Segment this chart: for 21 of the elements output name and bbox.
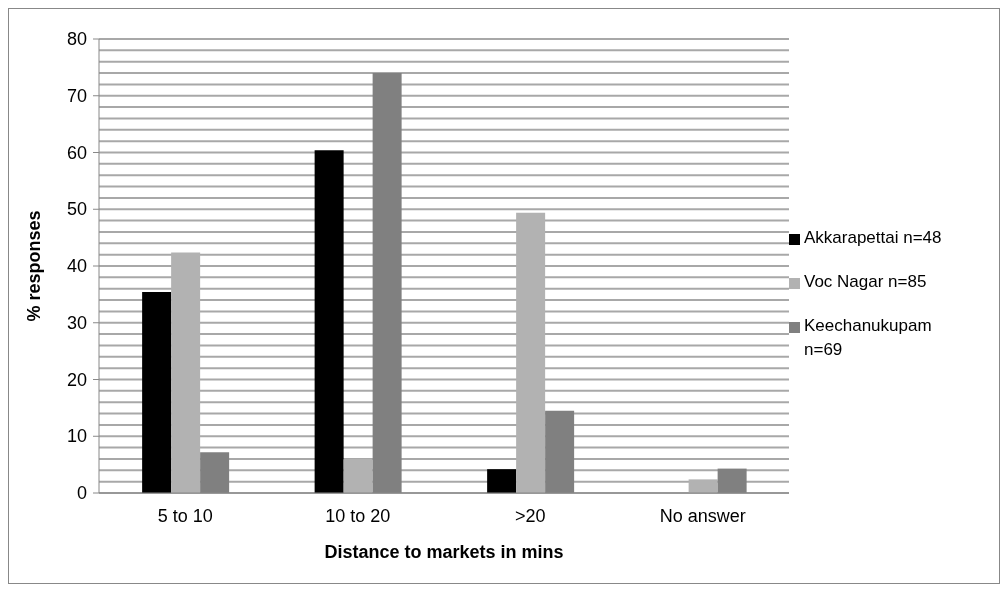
y-tick-label: 10 [66,426,87,447]
x-axis-title: Distance to markets in mins [324,542,564,562]
x-tick-label: >20 [514,505,546,526]
bar [142,292,172,493]
y-tick-label: 30 [66,312,87,333]
x-tick-label: 10 to 20 [325,505,391,526]
legend-label: Keechanukupam n=69 [804,315,933,361]
x-tick-label: No answer [659,505,746,526]
x-tick-label: 5 to 10 [157,505,213,526]
legend-label: Voc Nagar n=85 [804,271,928,293]
bar [314,150,344,493]
y-tick-label: 80 [66,29,87,49]
y-tick-label: 60 [66,142,87,163]
y-tick-label: 40 [66,256,87,276]
legend-label: Akkarapettai n=48 [804,227,943,249]
y-axis-title: % responses [24,210,45,322]
y-tick-label: 20 [66,369,87,390]
bar [487,469,517,493]
y-tick-label: 70 [66,85,87,106]
y-tick-label: 0 [76,483,87,503]
y-tick-label: 50 [66,199,87,220]
